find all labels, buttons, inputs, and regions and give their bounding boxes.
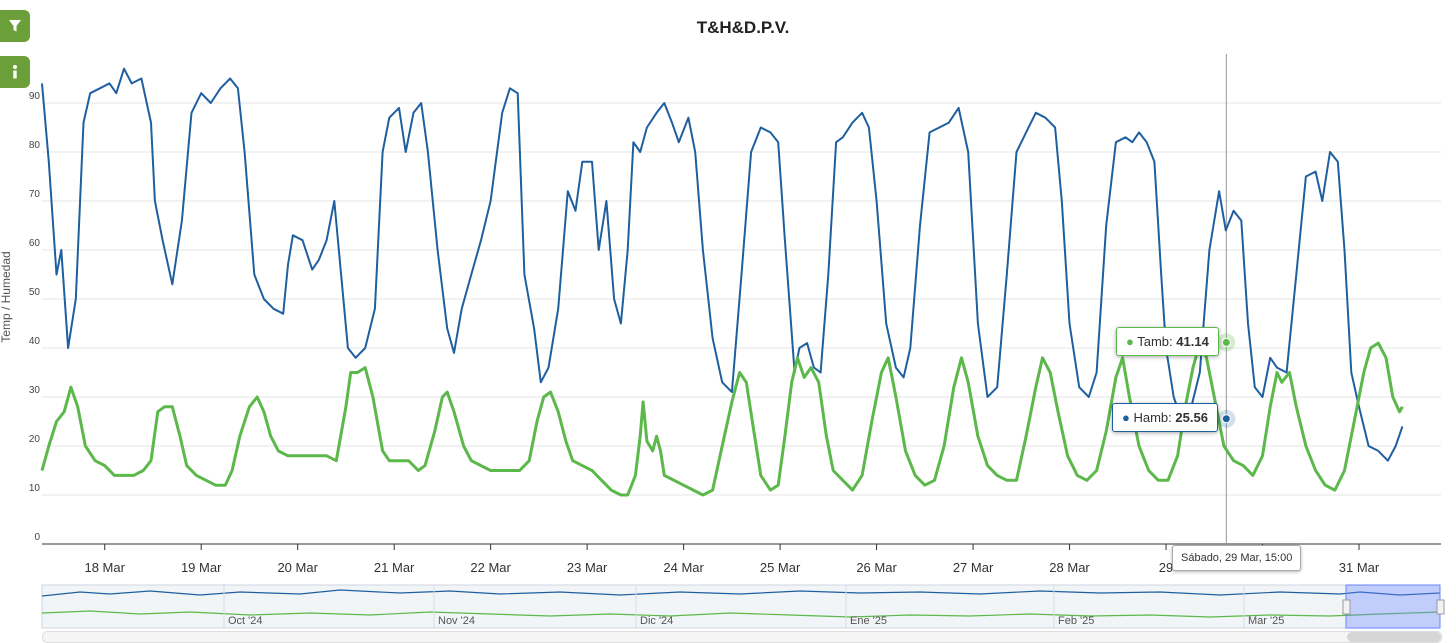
x-tick-label: 23 Mar xyxy=(567,560,608,575)
x-tick-label: 22 Mar xyxy=(470,560,511,575)
navigator-label: Mar '25 xyxy=(1248,615,1284,627)
horizontal-scrollbar[interactable] xyxy=(42,631,1442,643)
y-tick-label: 90 xyxy=(29,91,41,102)
navigator-label: Oct '24 xyxy=(228,615,263,627)
navigator-label: Dic '24 xyxy=(640,615,673,627)
navigator-handle-right[interactable] xyxy=(1436,599,1445,615)
navigator-hamb-line xyxy=(41,589,1441,597)
x-tick-label: 29 xyxy=(1159,560,1173,575)
navigator-label: Ene '25 xyxy=(850,615,887,627)
x-tick-label: 19 Mar xyxy=(181,560,222,575)
chart-title: T&H&D.P.V. xyxy=(696,18,790,37)
y-tick-label: 0 xyxy=(34,532,40,543)
y-tick-label: 60 xyxy=(29,238,41,249)
y-tick-label: 70 xyxy=(29,189,41,200)
x-tick-label: 20 Mar xyxy=(277,560,318,575)
filter-button[interactable] xyxy=(0,10,30,42)
tooltip-hamb-label: Hamb: xyxy=(1133,410,1172,425)
x-tick-label: 31 Mar xyxy=(1339,560,1380,575)
navigator-background[interactable] xyxy=(41,584,1441,629)
x-tick-label: 18 Mar xyxy=(84,560,125,575)
navigator-handle-left[interactable] xyxy=(1342,599,1351,615)
tooltip-hamb: ● Hamb: 25.56 xyxy=(1112,403,1218,432)
x-tick-label: 28 Mar xyxy=(1049,560,1090,575)
navigator-label: Feb '25 xyxy=(1058,615,1094,627)
scrollbar-thumb[interactable] xyxy=(1347,632,1441,642)
hamb-hover-marker xyxy=(1221,414,1231,424)
tooltip-tamb-value: 41.14 xyxy=(1176,334,1209,349)
info-button[interactable] xyxy=(0,56,30,88)
y-tick-label: 80 xyxy=(29,140,41,151)
filter-icon xyxy=(9,20,21,32)
y-tick-label: 10 xyxy=(29,483,41,494)
crosshair-date-label: Sábado, 29 Mar, 15:00 xyxy=(1172,545,1302,571)
navigator-selection[interactable] xyxy=(1345,584,1441,629)
navigator-label: Nov '24 xyxy=(438,615,475,627)
x-tick-label: 21 Mar xyxy=(374,560,415,575)
info-icon xyxy=(13,65,17,79)
y-tick-label: 50 xyxy=(29,287,41,298)
x-tick-label: 27 Mar xyxy=(953,560,994,575)
navigator-tamb-line xyxy=(41,610,1441,618)
tamb-hover-marker xyxy=(1221,337,1231,347)
series-line-hamb[interactable] xyxy=(41,67,1404,462)
x-tick-label: 25 Mar xyxy=(760,560,801,575)
tooltip-hamb-value: 25.56 xyxy=(1175,410,1208,425)
y-tick-label: 40 xyxy=(29,336,41,347)
y-tick-label: 30 xyxy=(29,385,41,396)
tooltip-tamb-label: Tamb: xyxy=(1137,334,1173,349)
x-tick-label: 24 Mar xyxy=(663,560,704,575)
y-tick-label: 20 xyxy=(29,434,41,445)
tooltip-tamb: ● Tamb: 41.14 xyxy=(1116,327,1219,356)
x-tick-label: 26 Mar xyxy=(856,560,897,575)
